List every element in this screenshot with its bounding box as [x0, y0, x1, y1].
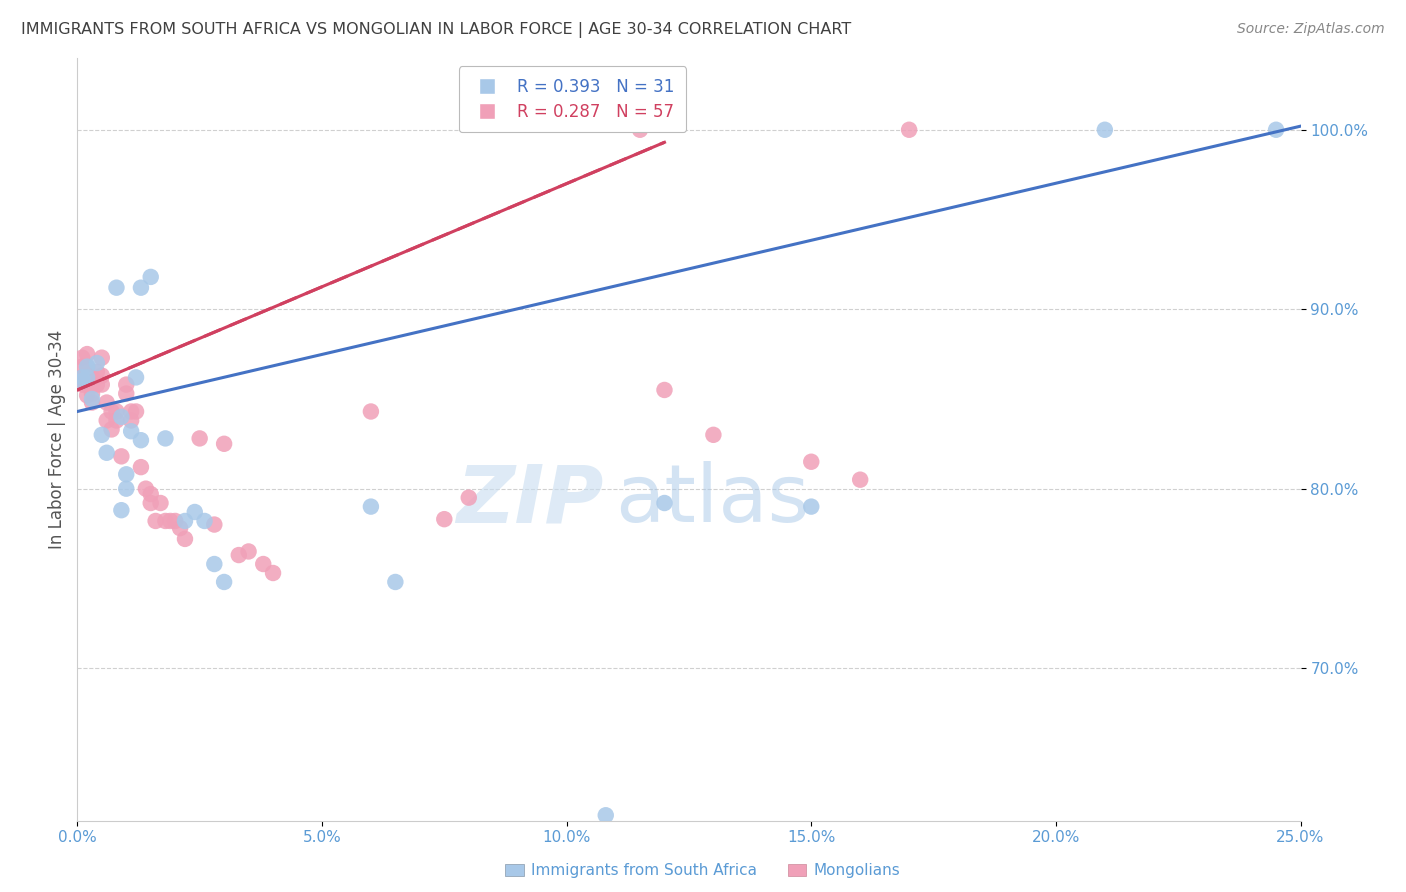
Point: [384, 574, 406, 589]
Point: [129, 460, 152, 475]
Point: [262, 566, 284, 580]
Text: Source: ZipAtlas.com: Source: ZipAtlas.com: [1237, 22, 1385, 37]
Point: [70, 359, 93, 374]
Point: [115, 377, 138, 392]
Point: [184, 505, 207, 519]
Point: [849, 473, 872, 487]
Point: [120, 404, 142, 418]
Point: [110, 503, 132, 517]
Point: [76, 359, 98, 374]
Point: [202, 517, 225, 532]
Point: [898, 122, 921, 136]
Point: [125, 404, 148, 418]
Point: [193, 514, 215, 528]
Point: [149, 496, 172, 510]
Legend: Immigrants from South Africa, Mongolians: Immigrants from South Africa, Mongolians: [499, 857, 907, 884]
Point: [800, 500, 823, 514]
Point: [76, 377, 98, 392]
Point: [76, 370, 98, 384]
Point: [105, 404, 128, 418]
Point: [70, 377, 93, 392]
Point: [120, 424, 142, 438]
Point: [90, 377, 112, 392]
Point: [70, 374, 93, 388]
Point: [100, 404, 122, 418]
Point: [90, 427, 112, 442]
Point: [252, 557, 274, 571]
Point: [70, 351, 93, 365]
Point: [129, 434, 152, 448]
Point: [159, 514, 181, 528]
Point: [76, 370, 98, 384]
Point: [139, 487, 162, 501]
Point: [96, 446, 118, 460]
Point: [174, 514, 197, 528]
Point: [125, 370, 148, 384]
Point: [155, 431, 177, 445]
Point: [1094, 122, 1116, 136]
Point: [110, 450, 132, 464]
Point: [115, 482, 138, 496]
Point: [110, 409, 132, 424]
Point: [129, 281, 152, 295]
Point: [80, 370, 103, 384]
Point: [76, 388, 98, 402]
Point: [86, 356, 108, 370]
Y-axis label: In Labor Force | Age 30-34: In Labor Force | Age 30-34: [48, 330, 66, 549]
Point: [90, 351, 112, 365]
Point: [360, 404, 382, 418]
Point: [70, 370, 93, 384]
Point: [800, 455, 823, 469]
Point: [135, 482, 157, 496]
Point: [702, 427, 724, 442]
Point: [96, 395, 118, 409]
Point: [86, 365, 108, 379]
Point: [90, 368, 112, 383]
Point: [238, 544, 260, 558]
Legend: R = 0.393   N = 31, R = 0.287   N = 57: R = 0.393 N = 31, R = 0.287 N = 57: [458, 66, 686, 132]
Point: [360, 500, 382, 514]
Point: [76, 347, 98, 361]
Point: [188, 431, 211, 445]
Point: [212, 437, 235, 451]
Point: [139, 269, 162, 284]
Point: [228, 548, 250, 562]
Point: [155, 514, 177, 528]
Point: [212, 574, 235, 589]
Point: [433, 512, 456, 526]
Point: [654, 383, 676, 397]
Point: [96, 413, 118, 427]
Point: [80, 395, 103, 409]
Point: [1265, 122, 1288, 136]
Point: [595, 808, 617, 822]
Point: [202, 557, 225, 571]
Point: [628, 122, 651, 136]
Point: [80, 377, 103, 392]
Point: [139, 496, 162, 510]
Point: [86, 377, 108, 392]
Point: [654, 496, 676, 510]
Point: [80, 392, 103, 406]
Point: [457, 491, 479, 505]
Point: [165, 514, 187, 528]
Point: [80, 386, 103, 401]
Point: [76, 359, 98, 374]
Point: [105, 413, 128, 427]
Point: [105, 281, 128, 295]
Text: IMMIGRANTS FROM SOUTH AFRICA VS MONGOLIAN IN LABOR FORCE | AGE 30-34 CORRELATION: IMMIGRANTS FROM SOUTH AFRICA VS MONGOLIA…: [21, 22, 852, 38]
Point: [70, 370, 93, 384]
Point: [100, 422, 122, 436]
Point: [145, 514, 167, 528]
Point: [169, 521, 191, 535]
Point: [115, 467, 138, 482]
Point: [115, 386, 138, 401]
Point: [174, 532, 197, 546]
Text: ZIP: ZIP: [456, 461, 603, 540]
Point: [120, 413, 142, 427]
Text: atlas: atlas: [616, 461, 810, 540]
